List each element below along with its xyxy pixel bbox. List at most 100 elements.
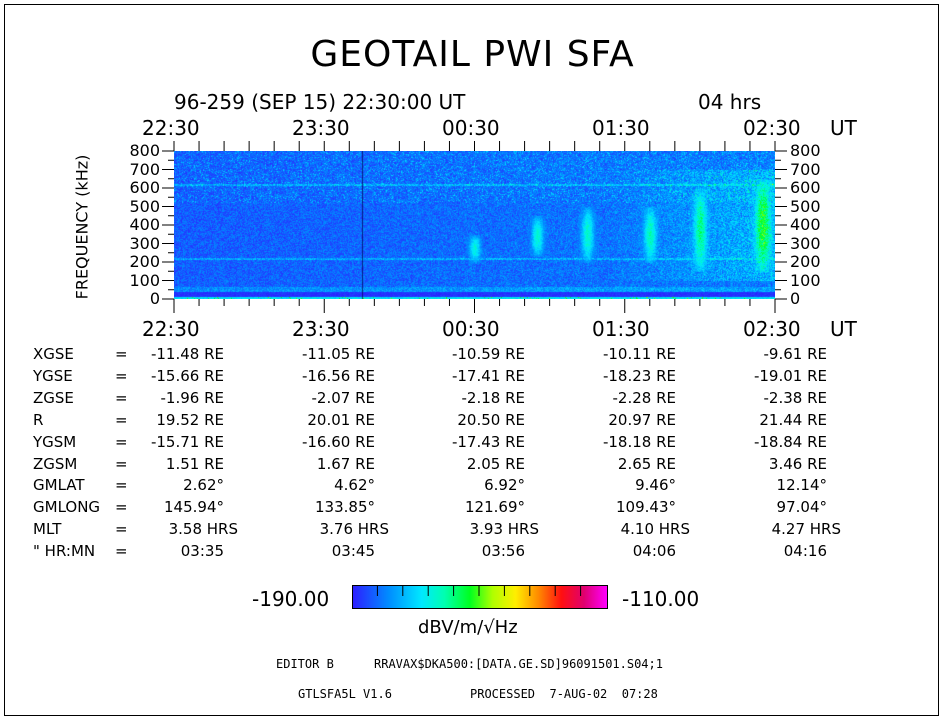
orbit-value: -18.84 RE [753, 432, 827, 451]
orbit-value: 97.04° [776, 498, 827, 517]
footer-path: RRAVAX$DKA500:[DATA.GE.SD]96091501.S04;1 [374, 657, 663, 671]
orbit-value: 20.50 RE [457, 410, 525, 429]
y-axis-label: FREQUENCY (kHz) [72, 154, 92, 300]
orbit-row-label: ZGSE [33, 388, 74, 407]
bottom-time-tick: 23:30 [292, 317, 350, 341]
orbit-value: 04:06 [632, 542, 676, 561]
top-time-tick: 01:30 [592, 116, 650, 140]
orbit-value: 4.62° [334, 476, 375, 495]
orbit-value: 03:35 [180, 542, 224, 561]
left-freq-tick: 300 [129, 233, 160, 253]
top-time-tick: 22:30 [142, 116, 200, 140]
right-freq-tick: 800 [790, 141, 821, 160]
left-freq-tick: 700 [129, 159, 160, 179]
orbit-value: 2.05 RE [466, 454, 525, 473]
orbit-row-label: MLT [33, 520, 62, 539]
orbit-row-label: R [33, 410, 44, 429]
orbit-value: 133.85° [315, 498, 375, 517]
orbit-value: 12.14° [776, 476, 827, 495]
orbit-value: -15.66 RE [150, 366, 224, 385]
orbit-value: 21.44 RE [759, 410, 827, 429]
right-freq-tick: 400 [790, 215, 821, 234]
duration-header: 04 hrs [698, 90, 762, 114]
orbit-value: -11.48 RE [150, 345, 224, 363]
orbit-row-label: ZGSM [33, 454, 78, 473]
orbit-value: -19.01 RE [753, 366, 827, 385]
orbit-row-equals: = [115, 345, 128, 363]
orbit-value: 9.46° [635, 476, 676, 495]
orbit-row-equals: = [115, 410, 128, 429]
spectrogram-image [174, 151, 775, 299]
colorbar-min-label: -190.00 [252, 587, 330, 611]
figure-frame [4, 4, 939, 716]
right-freq-tick: 700 [790, 159, 821, 179]
orbit-value: 121.69° [465, 498, 525, 517]
orbit-value: 19.52 RE [156, 410, 224, 429]
orbit-value: 2.65 RE [617, 454, 676, 473]
orbit-value: 6.92° [484, 476, 525, 495]
orbit-value: -9.61 RE [763, 345, 827, 363]
orbit-row-equals: = [115, 476, 128, 495]
orbit-value: -2.07 RE [311, 388, 375, 407]
orbit-value: -16.60 RE [301, 432, 375, 451]
bottom-time-tick: 22:30 [142, 317, 200, 341]
orbit-value: 4.27 HRS [771, 520, 841, 539]
right-freq-tick: 200 [790, 252, 821, 271]
orbit-value: 1.67 RE [316, 454, 375, 473]
top-time-tick: 23:30 [292, 116, 350, 140]
orbit-value: -16.56 RE [301, 366, 375, 385]
left-freq-tick: 100 [129, 270, 160, 290]
orbit-value: -1.96 RE [160, 388, 224, 407]
left-freq-tick: 800 [129, 141, 160, 160]
right-freq-tick: 500 [790, 196, 821, 216]
orbit-value: 1.51 RE [165, 454, 224, 473]
orbit-row-label: " HR:MN [33, 542, 96, 561]
left-freq-tick: 0 [149, 289, 160, 308]
orbit-value: -15.71 RE [150, 432, 224, 451]
orbit-value: -10.11 RE [602, 345, 676, 363]
orbit-row-equals: = [115, 366, 128, 385]
orbit-value: 109.43° [616, 498, 676, 517]
orbit-value: -2.18 RE [461, 388, 525, 407]
top-time-tick: 02:30 [743, 116, 801, 140]
orbit-value: 20.01 RE [307, 410, 375, 429]
footer-editor: EDITOR B [276, 657, 334, 671]
orbit-value: -18.18 RE [602, 432, 676, 451]
right-freq-tick: 0 [790, 289, 801, 308]
left-freq-tick: 200 [129, 252, 160, 271]
orbit-row-equals: = [115, 520, 128, 539]
orbit-value: 20.97 RE [608, 410, 676, 429]
orbit-value: -18.23 RE [602, 366, 676, 385]
orbit-value: -2.38 RE [763, 388, 827, 407]
orbit-row-label: YGSM [33, 432, 77, 451]
orbit-value: 3.58 HRS [168, 520, 238, 539]
bottom-time-tick: 00:30 [442, 317, 500, 341]
orbit-row-equals: = [115, 388, 128, 407]
orbit-value: 03:56 [481, 542, 525, 561]
colorbar-max-label: -110.00 [622, 587, 700, 611]
orbit-row-label: GMLAT [33, 476, 85, 495]
orbit-value: -17.43 RE [451, 432, 525, 451]
orbit-value: 03:45 [331, 542, 375, 561]
footer-processed: PROCESSED 7-AUG-02 07:28 [470, 687, 658, 701]
orbit-value: 3.76 HRS [319, 520, 389, 539]
right-freq-tick: 600 [790, 178, 821, 197]
orbit-row-equals: = [115, 454, 128, 473]
left-freq-tick: 500 [129, 196, 160, 216]
top-time-tick: 00:30 [442, 116, 500, 140]
footer-version: GTLSFA5L V1.6 [298, 687, 392, 701]
orbit-value: 3.93 HRS [469, 520, 539, 539]
top-time-unit: UT [830, 116, 857, 140]
right-freq-tick: 100 [790, 270, 821, 290]
left-freq-tick: 400 [129, 215, 160, 234]
date-header: 96-259 (SEP 15) 22:30:00 UT [174, 90, 466, 114]
orbit-row-equals: = [115, 498, 128, 517]
orbit-row-equals: = [115, 542, 128, 561]
bottom-time-tick: 02:30 [743, 317, 801, 341]
orbit-row-label: GMLONG [33, 498, 101, 517]
colorbar-unit-label: dBV/m/√Hz [418, 617, 518, 638]
colorbar [352, 585, 608, 609]
bottom-time-tick: 01:30 [592, 317, 650, 341]
page-title: GEOTAIL PWI SFA [310, 34, 635, 75]
right-freq-tick: 300 [790, 233, 821, 253]
